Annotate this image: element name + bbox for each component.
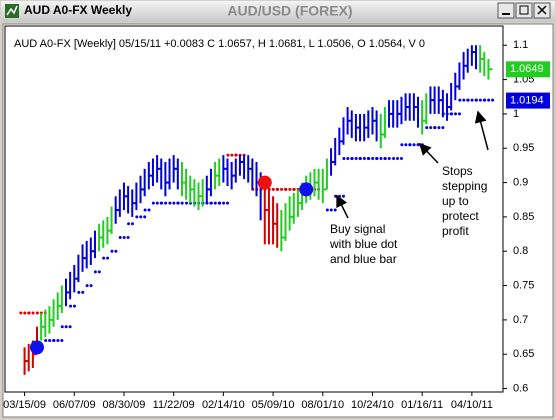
signal-dot — [29, 340, 44, 355]
x-tick-label: 04/10/11 — [451, 399, 493, 411]
x-tick-label: 08/01/10 — [301, 399, 344, 411]
y-tick-label: 0.6 — [513, 382, 528, 394]
x-tick-label: 10/24/10 — [351, 399, 394, 411]
annotation-line: profit — [442, 224, 469, 238]
maximize-icon — [519, 5, 529, 15]
x-tick-label: 06/07/09 — [53, 399, 96, 411]
app-icon-glyph — [6, 5, 18, 16]
chart-title: AUD/USD (FOREX) — [227, 3, 352, 19]
x-tick-label: 05/09/10 — [252, 399, 295, 411]
y-tick-label: 0.85 — [513, 211, 534, 223]
y-tick-label: 0.65 — [513, 348, 534, 360]
minimize-button[interactable] — [497, 2, 515, 19]
annotations: Buy signal with blue dot and blue bar St… — [329, 110, 489, 266]
price-tag — [506, 61, 550, 78]
maximize-button[interactable] — [515, 2, 533, 19]
price-tag — [506, 92, 550, 109]
annotation-line: protect — [442, 209, 479, 223]
close-icon — [537, 5, 547, 15]
price-tag-label: 1.0194 — [510, 94, 544, 106]
window-buttons — [497, 2, 551, 19]
title-bar — [1, 1, 555, 22]
annotation-line: up to — [442, 194, 469, 208]
annotation-line: Buy signal — [330, 222, 385, 236]
info-line: AUD A0-FX [Weekly] 05/15/11 +0.0083 C 1.… — [14, 38, 425, 50]
price-tag-label: 1.0649 — [510, 63, 544, 75]
x-tick-label: 03/15/09 — [3, 399, 46, 411]
y-tick-label: 0.8 — [513, 245, 528, 257]
annotation-arrow — [474, 110, 489, 151]
annotation-line: Stops — [442, 164, 473, 178]
annotation-line: and blue bar — [330, 252, 397, 266]
y-tick-label: 0.9 — [513, 176, 528, 188]
signal-dot — [257, 175, 272, 190]
y-tick-label: 0.75 — [513, 279, 534, 291]
signal-dot — [299, 182, 314, 197]
x-tick-label: 02/14/10 — [202, 399, 245, 411]
annotation-arrow — [418, 142, 439, 164]
x-tick-label: 08/30/09 — [103, 399, 146, 411]
y-tick-label: 1.1 — [513, 39, 528, 51]
annotation-line: with blue dot — [329, 237, 398, 251]
x-tick-label: 01/16/11 — [401, 399, 443, 411]
y-tick-label: 1 — [513, 108, 519, 120]
plot-area — [4, 25, 504, 393]
window-title: AUD A0-FX Weekly — [24, 3, 132, 17]
y-tick-label: 0.95 — [513, 142, 534, 154]
annotation-line: stepping — [442, 179, 487, 193]
x-tick-label: 11/22/09 — [153, 399, 195, 411]
annotation-arrow — [336, 194, 349, 219]
y-tick-label: 0.7 — [513, 314, 528, 326]
